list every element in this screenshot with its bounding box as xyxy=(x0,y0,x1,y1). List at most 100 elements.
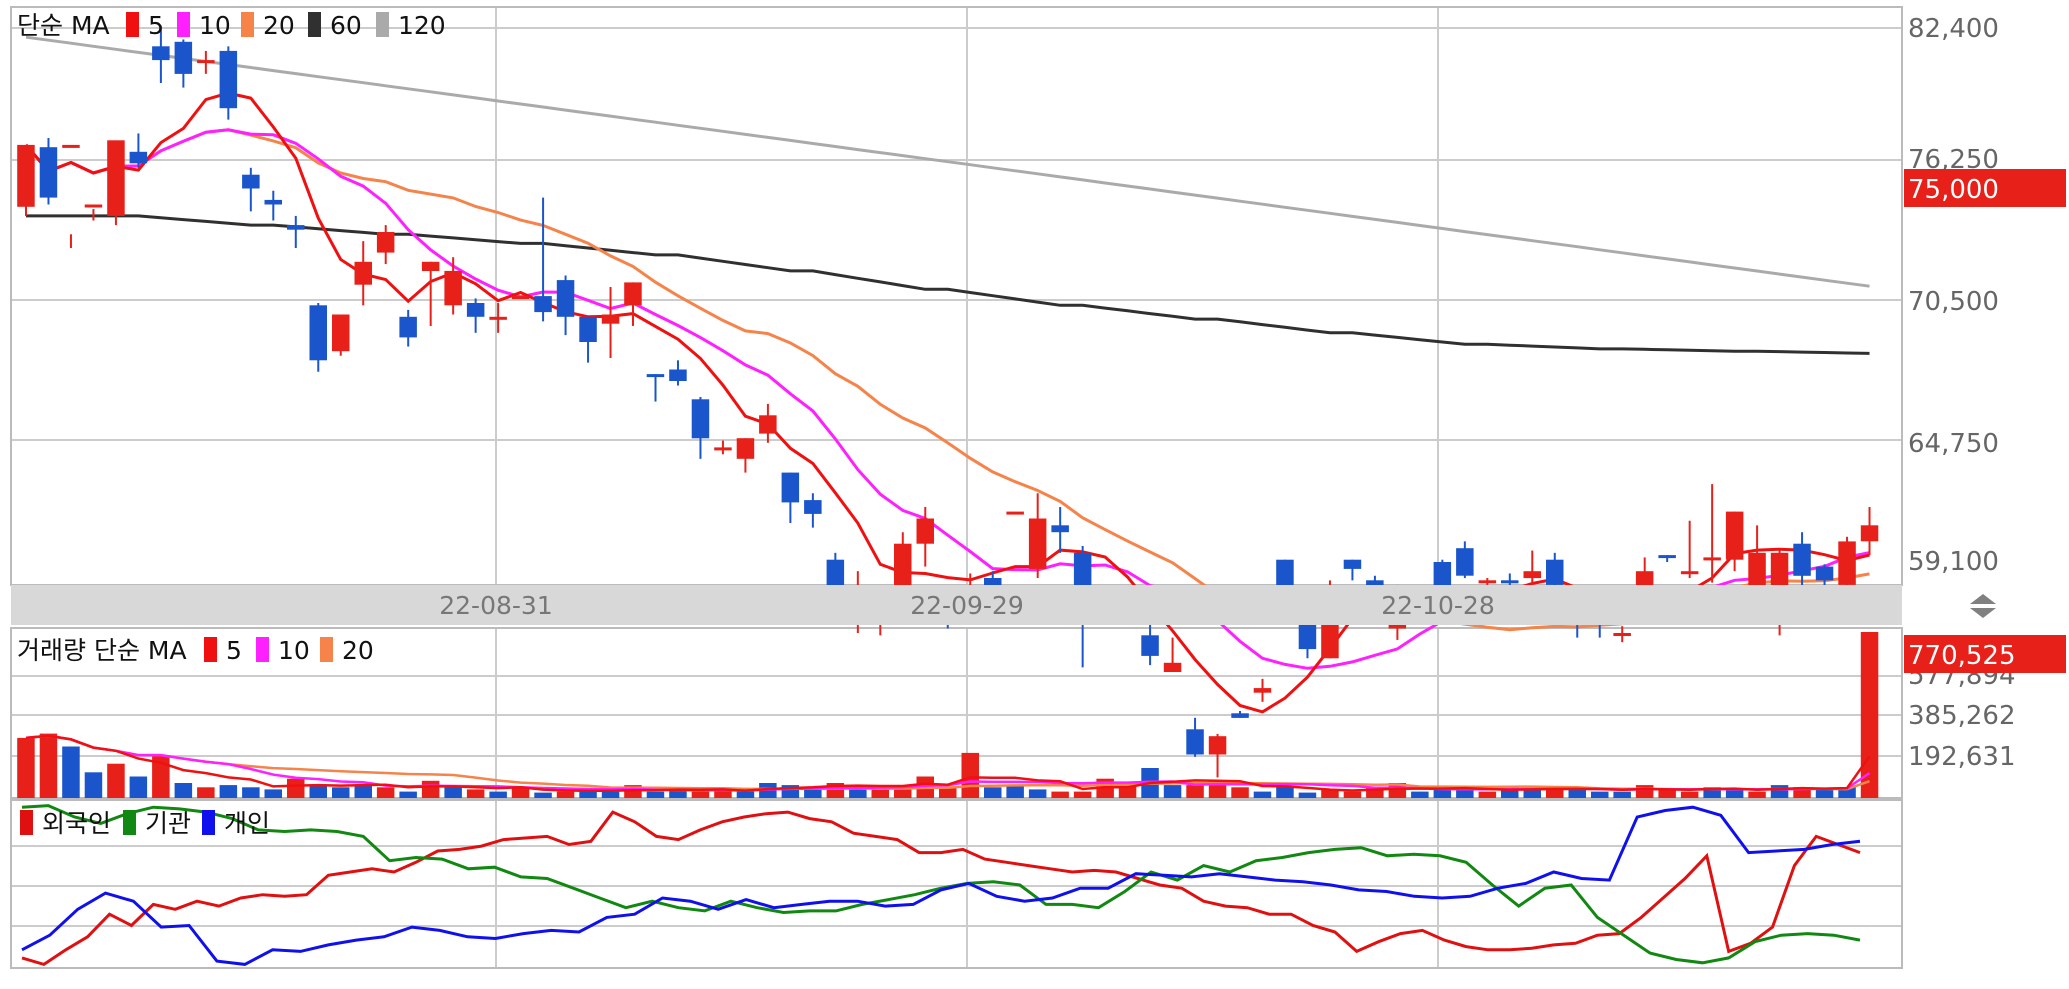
volume-bar xyxy=(62,746,80,798)
candlesticks xyxy=(17,25,1879,778)
date-label: 22-09-29 xyxy=(910,591,1023,620)
volume-bar xyxy=(107,763,125,798)
candle-body xyxy=(1231,713,1249,718)
institution-line xyxy=(21,804,1861,965)
candle-body xyxy=(1051,525,1069,533)
candle-body xyxy=(1366,580,1384,590)
volume-ma5-line xyxy=(25,734,1871,792)
candle-body xyxy=(759,415,777,434)
candle-body xyxy=(152,46,170,61)
candle-body xyxy=(556,280,575,317)
volume-bar xyxy=(1748,791,1766,798)
candle-body xyxy=(736,438,755,459)
current-price-label: 75,000 xyxy=(1908,175,1999,205)
investor-panel-border xyxy=(10,799,1903,969)
volume-ma-lines xyxy=(25,734,1871,792)
volume-bar xyxy=(1703,787,1721,798)
candle-body xyxy=(1186,729,1204,755)
candle-body xyxy=(1838,541,1856,585)
candle-body xyxy=(1658,555,1676,559)
legend-label: 60 xyxy=(330,11,362,40)
volume-bar xyxy=(1433,789,1452,798)
chart-grid xyxy=(10,6,1903,969)
candle-body xyxy=(714,447,732,451)
volume-bar xyxy=(1253,791,1272,798)
candle-body xyxy=(1163,662,1182,672)
legend-label: 외국인 xyxy=(42,809,111,838)
candle-body xyxy=(197,60,215,64)
price-legend[interactable]: 단순 MA 5 10 20 60 120 xyxy=(17,11,446,40)
legend-swatch xyxy=(202,810,215,835)
candle-body xyxy=(129,151,148,164)
legend-label: 기관 xyxy=(145,809,191,838)
volume-tick: 385,262 xyxy=(1908,701,2016,731)
volume-bar xyxy=(1186,785,1204,798)
date-label: 22-10-28 xyxy=(1381,591,1494,620)
legend-swatch xyxy=(126,12,139,37)
volume-bar xyxy=(466,789,485,798)
volume-bar xyxy=(1456,789,1474,798)
volume-bar xyxy=(1838,787,1856,798)
candle-body xyxy=(1006,511,1024,515)
volume-bar xyxy=(556,791,575,798)
volume-bar xyxy=(1613,791,1631,798)
legend-swatch xyxy=(308,12,321,37)
candle-body xyxy=(1478,580,1497,584)
volume-legend[interactable]: 거래량 단순 MA 5 10 20 xyxy=(17,636,374,665)
volume-bar xyxy=(1298,792,1317,798)
volume-bar xyxy=(219,785,238,798)
candle-body xyxy=(309,305,327,361)
volume-bar xyxy=(1006,785,1024,798)
volume-bar xyxy=(1770,785,1789,798)
legend-swatch xyxy=(256,637,269,662)
volume-bar xyxy=(1411,791,1429,798)
candle-body xyxy=(1860,525,1879,542)
candle-body xyxy=(1748,552,1766,588)
candle-body xyxy=(1613,633,1631,636)
legend-swatch xyxy=(177,12,190,37)
candle-body xyxy=(781,472,800,503)
volume-bar xyxy=(17,737,35,798)
volume-bar xyxy=(399,791,417,798)
candle-body xyxy=(1793,543,1811,576)
candle-body xyxy=(84,204,103,208)
candle-body xyxy=(62,144,80,148)
volume-bar xyxy=(197,787,215,798)
volume-bar xyxy=(691,791,710,798)
volume-bar xyxy=(511,787,530,798)
volume-bar xyxy=(1680,791,1699,798)
volume-bar xyxy=(1658,789,1676,798)
candle-body xyxy=(1703,557,1721,561)
candle-body xyxy=(376,232,395,253)
volume-bar xyxy=(714,789,732,798)
candle-body xyxy=(1546,559,1564,585)
panel-resize-handle[interactable] xyxy=(1970,594,1996,618)
date-axis-band[interactable] xyxy=(11,585,1902,625)
volume-bar xyxy=(984,787,1002,798)
volume-bar xyxy=(287,778,305,798)
candle-body xyxy=(534,296,552,313)
volume-bar xyxy=(736,791,755,798)
date-label: 22-08-31 xyxy=(439,591,552,620)
volume-bar xyxy=(264,789,282,798)
volume-bar xyxy=(1725,789,1744,798)
candle-body xyxy=(219,50,238,109)
current-volume-label: 770,525 xyxy=(1908,641,2016,671)
ma60-line xyxy=(26,214,1870,355)
candle-body xyxy=(579,316,597,342)
price-tick: 64,750 xyxy=(1908,429,1999,459)
candle-body xyxy=(669,369,687,381)
candle-body xyxy=(399,316,417,338)
candle-body xyxy=(646,374,665,378)
volume-bar xyxy=(1568,789,1586,798)
ma120-line xyxy=(25,35,1870,288)
volume-tick: 192,631 xyxy=(1908,742,2016,772)
candle-body xyxy=(421,261,440,271)
volume-bar xyxy=(1793,787,1811,798)
candle-body xyxy=(984,578,1002,588)
candle-body xyxy=(444,270,462,306)
candle-body xyxy=(1028,518,1047,569)
investor-legend[interactable]: 외국인 기관 개인 xyxy=(20,809,270,838)
volume-bar xyxy=(646,791,665,798)
volume-bar xyxy=(354,785,372,798)
